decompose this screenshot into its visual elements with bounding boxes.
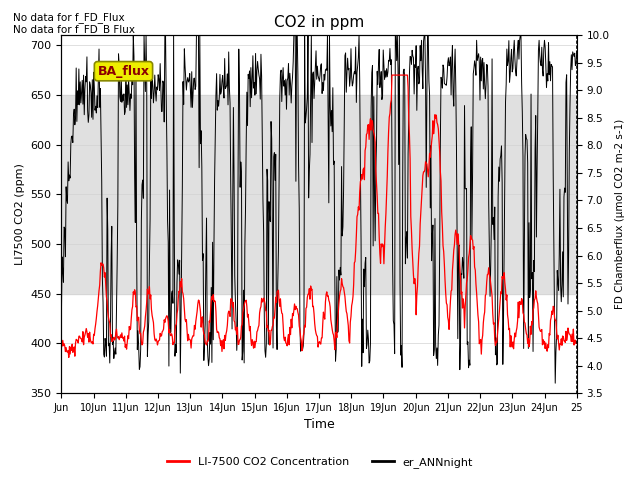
Title: CO2 in ppm: CO2 in ppm <box>274 15 364 30</box>
Y-axis label: FD Chamberflux (μmol CO2 m-2 s-1): FD Chamberflux (μmol CO2 m-2 s-1) <box>615 119 625 309</box>
Text: BA_flux: BA_flux <box>97 65 150 78</box>
Y-axis label: LI7500 CO2 (ppm): LI7500 CO2 (ppm) <box>15 163 25 265</box>
Bar <box>61 95 577 294</box>
Text: No data for f_FD_Flux: No data for f_FD_Flux <box>13 12 124 23</box>
Legend: LI-7500 CO2 Concentration, er_ANNnight: LI-7500 CO2 Concentration, er_ANNnight <box>163 452 477 472</box>
Text: No data for f_FD_B Flux: No data for f_FD_B Flux <box>13 24 135 35</box>
X-axis label: Time: Time <box>304 419 335 432</box>
